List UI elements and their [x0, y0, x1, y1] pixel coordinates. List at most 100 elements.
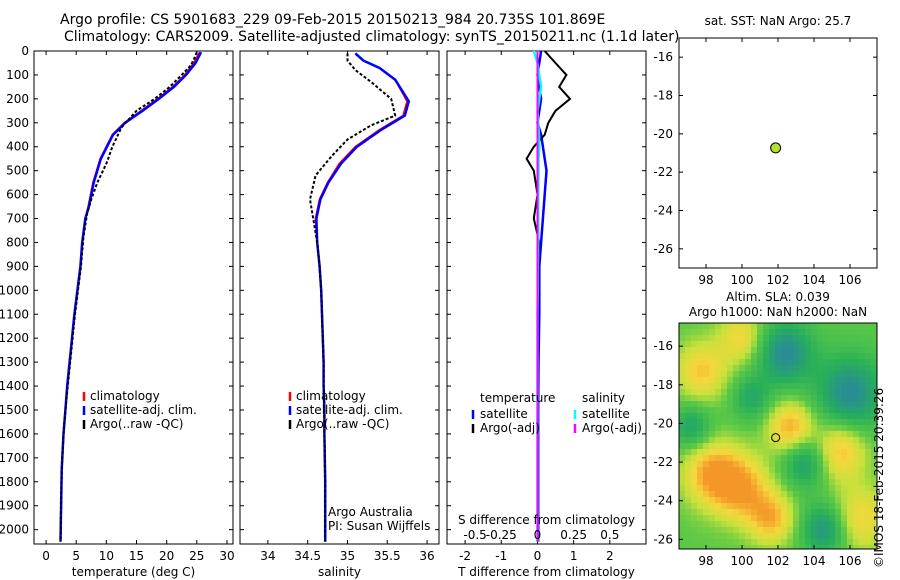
- heatmap-cell: [829, 359, 835, 365]
- heatmap-cell: [769, 425, 775, 431]
- series-line: [308, 53, 397, 542]
- heatmap-cell: [799, 491, 805, 497]
- heatmap-cell: [769, 341, 775, 347]
- heatmap-cell: [709, 425, 715, 431]
- heatmap-cell: [775, 503, 781, 509]
- heatmap-cell: [865, 527, 871, 533]
- heatmap-cell: [871, 491, 877, 497]
- heatmap-cell: [679, 533, 685, 539]
- legend-entry: Argo(-adj): [582, 421, 642, 435]
- heatmap-cell: [727, 377, 733, 383]
- heatmap-cell: [775, 413, 781, 419]
- heatmap-cell: [757, 353, 763, 359]
- heatmap-cell: [763, 521, 769, 527]
- heatmap-cell: [763, 359, 769, 365]
- heatmap-cell: [835, 491, 841, 497]
- sla-subtitle: Argo h1000: NaN h2000: NaN: [689, 305, 867, 319]
- heatmap-cell: [793, 407, 799, 413]
- heatmap-cell: [805, 503, 811, 509]
- heatmap-cell: [757, 533, 763, 539]
- heatmap-cell: [757, 437, 763, 443]
- heatmap-cell: [823, 437, 829, 443]
- heatmap-cell: [835, 395, 841, 401]
- heatmap-cell: [799, 497, 805, 503]
- heatmap-cell: [853, 341, 859, 347]
- heatmap-cell: [727, 365, 733, 371]
- heatmap-cell: [685, 359, 691, 365]
- x-tick-label: 104: [803, 554, 826, 568]
- heatmap-cell: [757, 479, 763, 485]
- heatmap-cell: [763, 407, 769, 413]
- heatmap-cell: [751, 383, 757, 389]
- heatmap-cell: [709, 371, 715, 377]
- heatmap-cell: [871, 365, 877, 371]
- heatmap-cell: [841, 341, 847, 347]
- heatmap-cell: [823, 521, 829, 527]
- heatmap-cell: [841, 509, 847, 515]
- heatmap-cell: [835, 467, 841, 473]
- heatmap-cell: [847, 431, 853, 437]
- heatmap-cell: [739, 413, 745, 419]
- heatmap-cell: [739, 389, 745, 395]
- heatmap-cell: [853, 431, 859, 437]
- heatmap-cell: [715, 461, 721, 467]
- heatmap-cell: [859, 407, 865, 413]
- heatmap-cell: [799, 437, 805, 443]
- heatmap-cell: [847, 371, 853, 377]
- imos-timestamp: ©IMOS 18-Feb-2015 20:39:26: [872, 387, 886, 568]
- heatmap-cell: [751, 527, 757, 533]
- heatmap-cell: [817, 341, 823, 347]
- heatmap-cell: [787, 455, 793, 461]
- heatmap-cell: [865, 533, 871, 539]
- heatmap-cell: [745, 461, 751, 467]
- heatmap-cell: [829, 419, 835, 425]
- heatmap-cell: [709, 329, 715, 335]
- heatmap-cell: [781, 443, 787, 449]
- heatmap-cell: [841, 473, 847, 479]
- heatmap-cell: [763, 533, 769, 539]
- heatmap-cell: [733, 533, 739, 539]
- heatmap-cell: [817, 431, 823, 437]
- heatmap-cell: [787, 377, 793, 383]
- heatmap-cell: [757, 341, 763, 347]
- heatmap-cell: [697, 407, 703, 413]
- heatmap-cell: [859, 335, 865, 341]
- heatmap-cell: [697, 485, 703, 491]
- heatmap-cell: [853, 485, 859, 491]
- heatmap-cell: [757, 335, 763, 341]
- heatmap-cell: [691, 515, 697, 521]
- heatmap-cell: [847, 323, 853, 329]
- heatmap-cell: [751, 497, 757, 503]
- heatmap-cell: [799, 365, 805, 371]
- heatmap-cell: [805, 497, 811, 503]
- heatmap-cell: [709, 455, 715, 461]
- heatmap-cell: [727, 419, 733, 425]
- heatmap-cell: [799, 401, 805, 407]
- heatmap-cell: [799, 503, 805, 509]
- heatmap-cell: [787, 395, 793, 401]
- heatmap-cell: [865, 539, 871, 545]
- heatmap-cell: [709, 443, 715, 449]
- heatmap-cell: [853, 407, 859, 413]
- heatmap-cell: [763, 401, 769, 407]
- heatmap-cell: [685, 425, 691, 431]
- heatmap-cell: [745, 407, 751, 413]
- heatmap-cell: [841, 395, 847, 401]
- heatmap-cell: [751, 407, 757, 413]
- heatmap-cell: [697, 533, 703, 539]
- heatmap-cell: [841, 527, 847, 533]
- heatmap-cell: [853, 515, 859, 521]
- heatmap-cell: [841, 479, 847, 485]
- heatmap-cell: [769, 539, 775, 545]
- heatmap-cell: [679, 431, 685, 437]
- heatmap-cell: [763, 467, 769, 473]
- heatmap-cell: [829, 533, 835, 539]
- heatmap-cell: [721, 389, 727, 395]
- heatmap-cell: [745, 431, 751, 437]
- axes-frame: [678, 37, 878, 269]
- heatmap-cell: [769, 389, 775, 395]
- heatmap-cell: [823, 335, 829, 341]
- heatmap-cell: [871, 437, 877, 443]
- heatmap-cell: [721, 491, 727, 497]
- heatmap-cell: [685, 437, 691, 443]
